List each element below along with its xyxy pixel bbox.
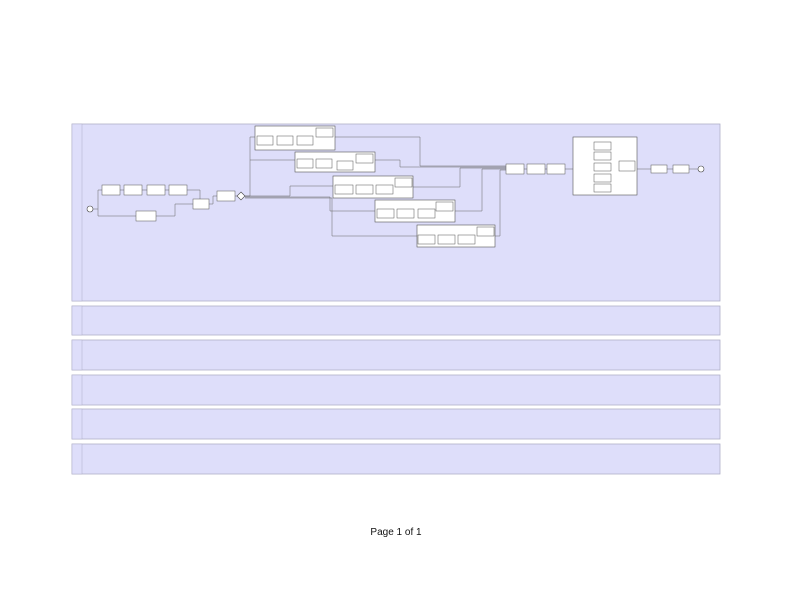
task [336, 160, 354, 171]
task [593, 173, 612, 183]
flows [93, 136, 698, 237]
lane-label [71, 408, 83, 440]
task [437, 234, 456, 245]
lane-label [71, 443, 83, 475]
task [276, 135, 294, 146]
subprocess [294, 151, 376, 173]
task [457, 234, 476, 245]
task [355, 184, 374, 195]
tasks [101, 127, 690, 245]
task [546, 163, 566, 175]
task [376, 208, 395, 219]
gateway [236, 191, 246, 201]
task [505, 163, 525, 175]
task [256, 135, 274, 146]
task [296, 158, 314, 169]
task [526, 163, 546, 175]
lane [71, 374, 721, 406]
flow [93, 136, 698, 237]
task [593, 183, 612, 193]
task [192, 198, 210, 210]
task [672, 164, 690, 174]
task [417, 208, 436, 219]
task [216, 190, 236, 202]
lane-label [71, 305, 83, 336]
lane-label [71, 123, 83, 302]
lane-label [71, 374, 83, 406]
lane [71, 339, 721, 371]
task [476, 226, 495, 237]
subprocess [416, 224, 496, 248]
task [417, 234, 436, 245]
task [315, 127, 334, 138]
task [334, 184, 354, 195]
task [168, 184, 188, 196]
end-event [697, 165, 705, 173]
task [123, 184, 143, 196]
task [355, 153, 374, 164]
task [146, 184, 166, 196]
task [593, 162, 612, 172]
lane [71, 305, 721, 336]
task [618, 160, 636, 172]
task [593, 151, 612, 161]
lane-label [71, 339, 83, 371]
task [593, 141, 612, 151]
task [135, 210, 157, 222]
start-event [86, 205, 94, 213]
task [394, 177, 413, 188]
task [375, 184, 394, 195]
task [296, 135, 314, 146]
lane [71, 443, 721, 475]
task [315, 158, 333, 169]
task [396, 208, 415, 219]
task [435, 201, 454, 212]
task [101, 184, 121, 196]
page-label: Page 1 of 1 [370, 527, 422, 538]
lane [71, 408, 721, 440]
task [650, 164, 668, 174]
